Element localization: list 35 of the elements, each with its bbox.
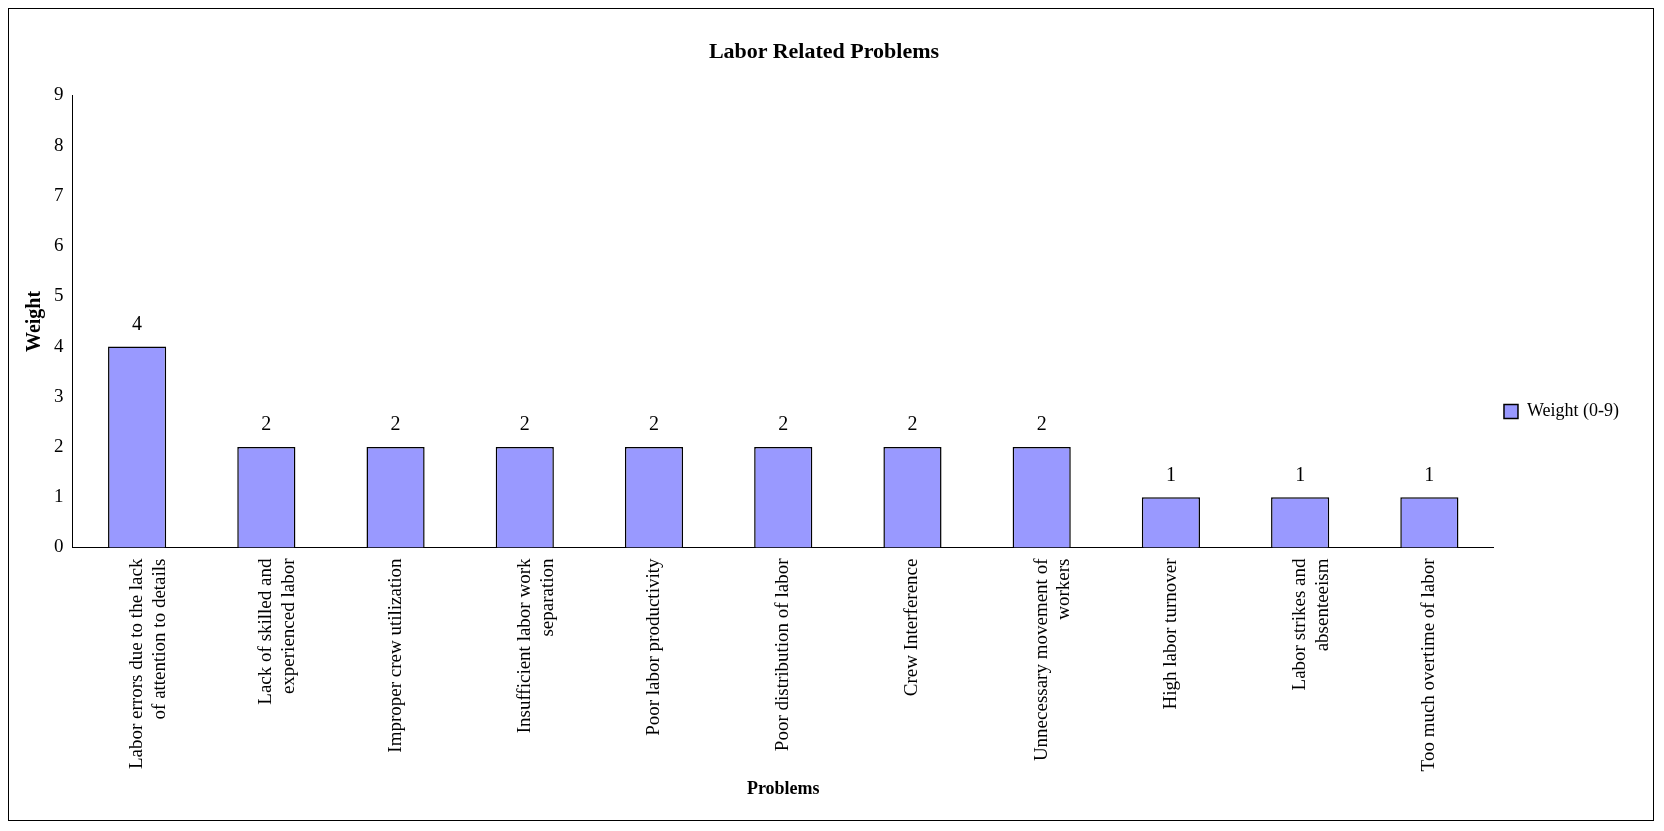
x-tick-label: Labor errors due to the lack of attention to details xyxy=(125,558,169,770)
data-label: 2 xyxy=(390,412,401,435)
y-tick-label: 7 xyxy=(54,183,64,205)
data-label: 2 xyxy=(261,412,272,435)
chart-title: Labor Related Problems xyxy=(708,37,940,63)
data-label: 2 xyxy=(1036,412,1047,435)
x-tick-label: High labor turnover xyxy=(1158,557,1180,710)
x-tick-label: Improper crew utilization xyxy=(383,558,405,753)
x-tick-label: Too much overtime of labor xyxy=(1417,557,1439,772)
x-tick-label: Poor labor productivity xyxy=(642,558,663,736)
y-tick-label: 2 xyxy=(54,435,64,457)
x-tick-label: Poor distribution of labor xyxy=(771,557,793,752)
y-axis-title: Weight xyxy=(22,290,46,353)
data-label: 1 xyxy=(1295,462,1306,485)
data-label: 2 xyxy=(907,412,918,435)
data-label: 4 xyxy=(132,311,143,334)
legend-label: Weight (0-9) xyxy=(1526,400,1620,422)
y-tick-label: 3 xyxy=(54,384,64,406)
y-tick-label: 5 xyxy=(54,284,64,306)
y-tick-label: 6 xyxy=(54,234,64,256)
x-tick-label: Unnecessary movement of workers xyxy=(1029,557,1074,762)
y-tick-label: 8 xyxy=(54,133,64,155)
y-tick-label: 0 xyxy=(54,535,64,557)
data-label: 2 xyxy=(649,412,660,435)
data-label: 2 xyxy=(519,412,530,435)
x-tick-label: Crew Interference xyxy=(900,558,922,697)
x-tick-label: Labor strikes and absenteeism xyxy=(1288,558,1332,691)
data-label: 2 xyxy=(778,412,789,435)
data-label: 1 xyxy=(1424,462,1435,485)
y-tick-label: 1 xyxy=(54,485,64,507)
x-axis-title: Problems xyxy=(746,777,820,798)
data-label: 1 xyxy=(1165,462,1176,485)
y-tick-label: 9 xyxy=(54,83,64,105)
y-tick-label: 4 xyxy=(54,334,64,356)
x-tick-label: Insufficient labor work separation xyxy=(512,558,557,734)
